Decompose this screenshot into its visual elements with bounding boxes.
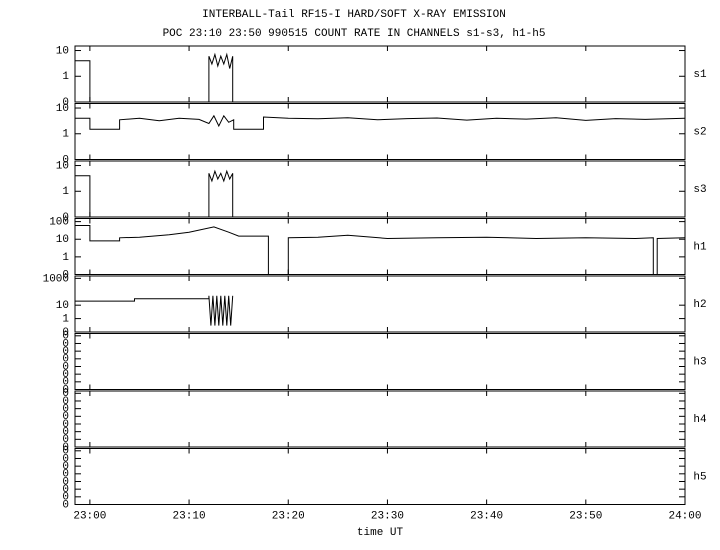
y-tick-label: 0 (62, 377, 69, 389)
y-tick-label: 0 (62, 446, 69, 458)
panel-frame (74, 390, 686, 448)
y-tick-label: 0 (62, 384, 69, 396)
panel-frame (74, 103, 686, 160)
y-tick-label: 0 (62, 327, 69, 339)
y-tick-label: 1 (62, 129, 69, 141)
y-tick-label: 0 (62, 338, 69, 350)
y-tick-label: 0 (62, 331, 69, 343)
y-tick-label: 10 (56, 160, 69, 172)
y-tick-label: 0 (62, 499, 69, 511)
y-tick-label: 1 (62, 186, 69, 198)
x-axis-label: time UT (357, 527, 404, 539)
panel-label: h2 (693, 299, 706, 311)
data-line (75, 52, 685, 103)
panel-frame (74, 218, 686, 275)
panel-label: s3 (693, 184, 706, 196)
y-tick-label: 1 (62, 313, 69, 325)
x-tick-label: 23:30 (371, 510, 404, 522)
y-tick-label: 0 (62, 476, 69, 488)
y-tick-label: 0 (62, 492, 69, 504)
x-tick-label: 23:50 (569, 510, 602, 522)
panel-label: h5 (693, 471, 706, 483)
y-tick-label: 0 (62, 411, 69, 423)
y-tick-label: 1 (62, 71, 69, 83)
panel-frame (74, 333, 686, 390)
data-line (75, 169, 685, 218)
y-tick-label: 1000 (43, 273, 69, 285)
y-tick-label: 0 (62, 369, 69, 381)
y-tick-label: 0 (62, 97, 69, 109)
y-tick-label: 0 (62, 469, 69, 481)
y-tick-label: 100 (49, 217, 69, 229)
y-tick-label: 1 (62, 252, 69, 264)
chart-title: INTERBALL-Tail RF15-I HARD/SOFT X-RAY EM… (202, 9, 506, 21)
y-tick-label: 0 (62, 442, 69, 454)
y-tick-label: 10 (56, 300, 69, 312)
panel-label: h4 (693, 414, 707, 426)
x-tick-label: 24:00 (668, 510, 701, 522)
panel-label: h3 (693, 356, 706, 368)
y-tick-label: 10 (56, 45, 69, 57)
chart-subtitle: POC 23:10 23:50 990515 COUNT RATE IN CHA… (163, 28, 546, 40)
y-tick-label: 0 (62, 484, 69, 496)
y-tick-label: 0 (62, 269, 69, 281)
y-tick-label: 0 (62, 427, 69, 439)
y-tick-label: 0 (62, 354, 69, 366)
y-tick-label: 0 (62, 154, 69, 166)
y-tick-label: 0 (62, 461, 69, 473)
x-tick-label: 23:20 (272, 510, 305, 522)
panel-label: s2 (693, 126, 706, 138)
panel-label: h1 (693, 241, 707, 253)
data-line (75, 114, 686, 130)
y-tick-label: 0 (62, 453, 69, 465)
x-tick-label: 23:00 (73, 510, 106, 522)
x-tick-label: 23:10 (173, 510, 206, 522)
panel-frame (74, 275, 686, 333)
panel-frame (74, 448, 686, 505)
y-tick-label: 10 (56, 103, 69, 115)
y-tick-label: 0 (62, 419, 69, 431)
x-tick-label: 23:40 (470, 510, 503, 522)
y-tick-label: 0 (62, 396, 69, 408)
data-line (75, 225, 686, 275)
panel-label: s1 (693, 69, 707, 81)
y-tick-label: 10 (56, 234, 69, 246)
y-tick-label: 0 (62, 361, 69, 373)
y-tick-label: 0 (62, 346, 69, 358)
y-tick-label: 0 (62, 434, 69, 446)
y-tick-label: 0 (62, 212, 69, 224)
y-tick-label: 0 (62, 404, 69, 416)
data-line (75, 295, 234, 326)
y-tick-label: 0 (62, 388, 69, 400)
